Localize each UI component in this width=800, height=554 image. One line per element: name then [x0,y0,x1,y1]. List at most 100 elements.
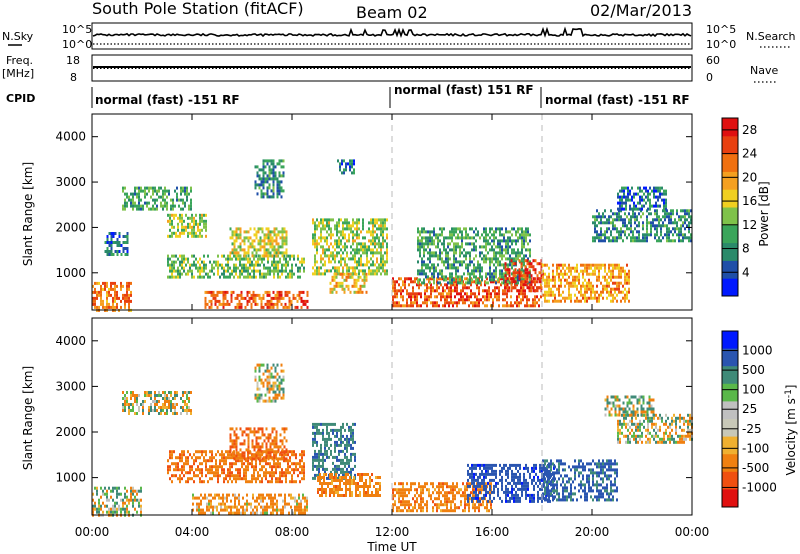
power-cell-15 [626,227,628,231]
vel-cell-3 [211,468,213,472]
vel-cell-5 [210,499,212,503]
power-cell-12 [451,278,453,282]
power-cell-8 [342,227,344,231]
power-cell-5 [235,239,238,243]
power-cell-7 [304,299,307,303]
power-cell-2 [148,189,150,193]
power-cell-9 [355,272,358,276]
power-cell-3 [187,222,189,226]
power-cell-15 [604,221,606,225]
power-cell-12 [521,227,523,231]
power-cell-1 [124,253,127,256]
vel-cell-5 [256,511,258,515]
vel-cell-2 [266,363,269,367]
vel-cell-0 [104,486,106,490]
power-cell-7 [238,302,241,306]
power-cell-12 [499,254,501,258]
power-cell-6 [282,189,285,193]
vel-cell-0 [138,504,140,508]
power-cell-0 [130,290,132,294]
vel-cell-3 [229,450,231,454]
vel-cell-0 [100,504,102,508]
power-cell-8 [362,263,364,267]
vel-cell-1 [186,397,188,400]
power-cell-14 [588,281,590,285]
power-cell-4 [225,257,227,261]
power-cell-14 [592,269,594,273]
power-cell-13 [524,280,527,284]
power-cell-7 [252,296,255,300]
power-cell-14 [590,293,592,297]
vel-cell-3 [243,474,245,478]
vel-cell-0 [140,504,142,508]
vel-cell-5 [266,511,268,515]
power-cell-16 [631,198,633,202]
power-cell-2 [136,207,138,211]
power-cell-15 [640,215,642,219]
power-cell-12 [467,269,469,273]
vel-cell-0 [114,507,116,511]
vel-cell-3 [199,450,201,454]
power-cell-8 [376,272,378,276]
vel-cell-3 [199,462,201,466]
power-cell-5 [235,248,238,252]
power-cell-6 [266,189,269,193]
power-cell-2 [136,195,138,199]
vel-cell-3 [279,474,281,478]
power-cell-8 [354,251,356,255]
power-cell-11 [412,280,414,284]
power-cell-13 [534,271,537,275]
power-cell-8 [370,269,372,273]
power-cell-14 [558,299,560,303]
vel-cell-3 [265,474,267,478]
power-cell-14 [566,272,568,276]
power-cell-12 [491,233,493,237]
power-cell-11 [406,289,408,293]
power-cell-12 [477,230,479,234]
power-cell-4 [235,263,237,267]
vel-cell-0 [126,507,128,511]
power-cell-8 [360,260,362,264]
power-cell-15 [656,212,658,216]
vel-cell-3 [255,459,257,463]
vel-cell-4 [273,442,276,446]
power-cell-16 [623,195,625,199]
power-cell-9 [357,290,360,294]
power-cell-4 [175,269,177,273]
power-cell-12 [431,275,433,279]
power-cell-12 [443,242,445,246]
power-cell-8 [316,266,318,270]
power-cell-8 [312,236,314,240]
vel-cell-6 [312,437,314,441]
power-cell-12 [421,269,423,273]
power-cell-12 [489,257,491,261]
vel-cell-4 [235,457,238,461]
vel-cell-5 [212,496,214,500]
power-cell-8 [324,239,326,243]
power-cell-11 [526,301,528,305]
power-cell-14 [548,272,550,276]
power-cell-11 [536,301,538,305]
power-cell-7 [284,302,287,306]
power-cell-12 [509,260,511,264]
power-cell-3 [171,222,173,226]
vel-cell-6 [314,422,316,426]
vel-cell-3 [261,477,263,481]
power-cell-12 [417,281,419,285]
power-cell-4 [301,263,303,267]
power-cell-4 [187,257,189,261]
power-cell-6 [280,186,283,190]
vel-cell-3 [231,471,233,475]
power-cell-4 [289,254,291,258]
power-cell-14 [588,278,590,282]
power-cell-8 [358,236,360,240]
power-cell-12 [499,242,501,246]
power-cell-4 [299,269,301,273]
power-cell-8 [378,242,380,246]
power-cell-6 [264,171,267,175]
power-cell-14 [544,281,546,285]
vel-cell-3 [285,477,287,481]
power-cell-16 [659,195,661,199]
power-cell-8 [316,245,318,249]
power-cell-9 [335,290,338,294]
